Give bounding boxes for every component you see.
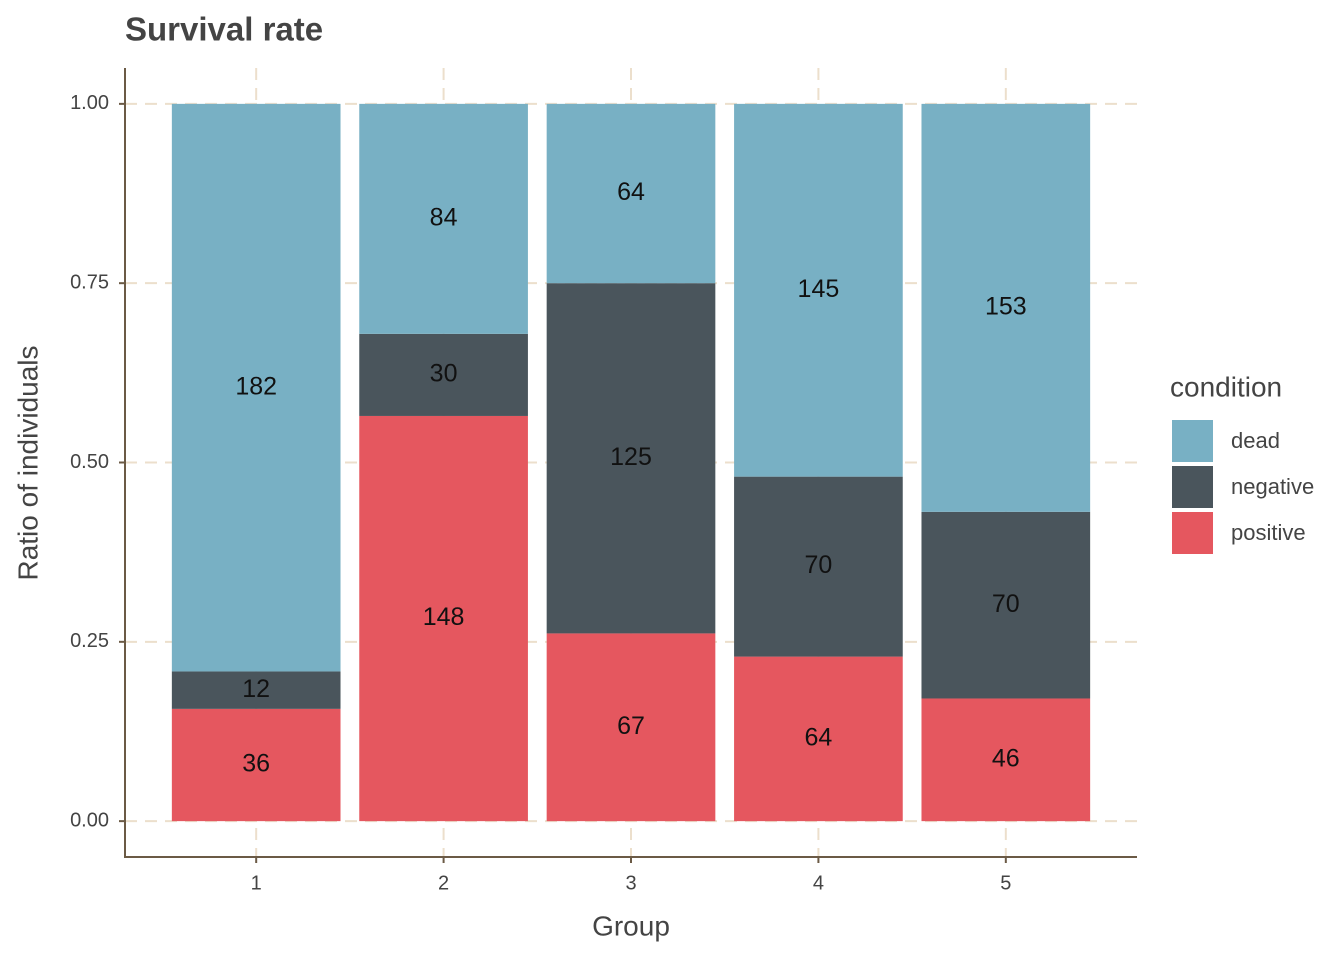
data-label: 70 — [992, 590, 1020, 618]
data-label: 153 — [985, 292, 1027, 320]
data-label: 12 — [242, 675, 270, 703]
chart-title: Survival rate — [125, 11, 323, 48]
legend-key — [1172, 420, 1213, 462]
data-label: 67 — [617, 712, 645, 740]
bar-segment — [921, 698, 1091, 822]
y-tick-label: 0.00 — [70, 809, 109, 831]
bar-segment — [734, 476, 903, 657]
bar-segment — [921, 103, 1091, 512]
bar-segment — [359, 333, 528, 416]
bar-segment — [546, 103, 716, 284]
x-tick-label: 5 — [1000, 872, 1011, 894]
data-label: 30 — [430, 360, 458, 388]
data-label: 182 — [235, 372, 277, 400]
data-label: 145 — [798, 275, 840, 303]
bar-segment — [171, 671, 341, 709]
legend-label: positive — [1231, 520, 1306, 545]
legend-key — [1172, 466, 1213, 508]
y-tick-label: 0.50 — [70, 451, 109, 473]
data-label: 64 — [805, 723, 833, 751]
bar-segment — [734, 103, 903, 477]
y-tick-label: 1.00 — [70, 92, 109, 114]
data-label: 70 — [805, 551, 833, 579]
legend-label: negative — [1231, 474, 1314, 499]
data-label: 148 — [423, 603, 465, 631]
y-axis-title: Ratio of individuals — [12, 345, 43, 580]
data-label: 84 — [430, 203, 458, 231]
bar-segment — [359, 415, 528, 822]
bar-segment — [171, 103, 341, 672]
data-label: 46 — [992, 744, 1020, 772]
data-label: 64 — [617, 178, 645, 206]
bar-segment — [546, 633, 716, 822]
data-label: 36 — [242, 750, 270, 778]
x-tick-label: 1 — [251, 872, 262, 894]
data-label: 125 — [610, 443, 652, 471]
x-axis-title: Group — [592, 910, 670, 941]
bar-segment — [921, 511, 1091, 699]
bar-segment — [171, 708, 341, 822]
legend-key — [1172, 512, 1213, 554]
bar-segment — [359, 103, 528, 334]
y-tick-label: 0.75 — [70, 271, 109, 293]
bar-segment — [546, 283, 716, 634]
legend-label: dead — [1231, 428, 1280, 453]
y-tick-label: 0.25 — [70, 630, 109, 652]
x-tick-label: 4 — [813, 872, 824, 894]
legend-title: condition — [1170, 371, 1282, 402]
x-tick-label: 2 — [438, 872, 449, 894]
bar-segment — [734, 656, 903, 822]
x-tick-label: 3 — [625, 872, 636, 894]
